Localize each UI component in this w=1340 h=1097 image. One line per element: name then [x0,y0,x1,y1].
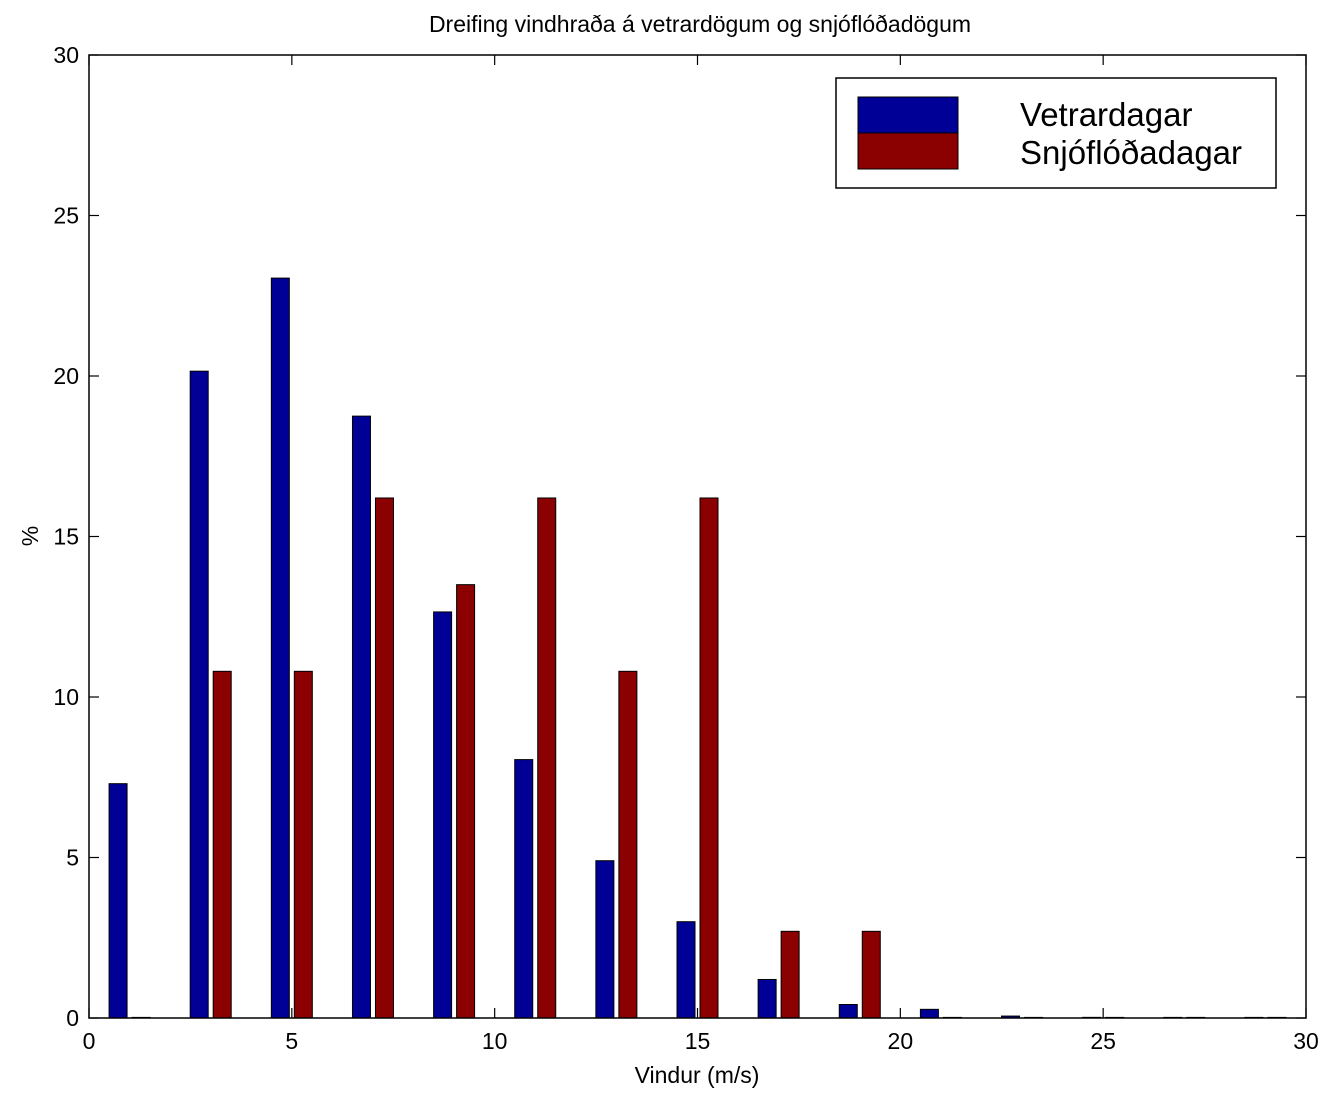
bar-vetrardagar-21 [919,1008,939,1019]
ticks-layer: 0 5 10 15 20 25 30 0 5 10 15 20 25 30 [53,42,1318,1054]
bar-snjoflodadagar-17 [780,930,800,1019]
bar-snjoflodadagar-19 [861,930,881,1019]
x-tick-label: 25 [1090,1028,1116,1054]
bar-snjoflodadagar-3 [212,670,232,1019]
bar-snjoflodadagar-7 [374,497,394,1019]
bar-vetrardagar-3 [189,370,209,1019]
bar-snjoflodadagar-11 [537,497,557,1019]
x-tick-label: 30 [1293,1028,1319,1054]
bar-vetrardagar-11 [514,759,534,1019]
y-tick-label: 25 [53,203,79,229]
y-tick-label: 15 [53,524,79,550]
bar-vetrardagar-1 [108,783,128,1019]
bar-vetrardagar-9 [433,611,453,1019]
bar-vetrardagar-15 [676,921,696,1019]
bar-vetrardagar-5 [270,277,290,1019]
bar-snjoflodadagar-15 [699,497,719,1019]
bars-layer [108,277,1287,1019]
plot-frame [88,54,1307,1019]
legend-swatch-vetrardagar [857,96,959,134]
bar-vetrardagar-13 [595,860,615,1019]
y-tick-label: 0 [66,1005,79,1031]
y-tick-label: 20 [53,363,79,389]
x-tick-label: 0 [83,1028,96,1054]
legend-label-vetrardagar: Vetrardagar [1020,96,1192,133]
y-tick-label: 5 [66,845,79,871]
x-tick-label: 15 [685,1028,711,1054]
y-tick-label: 10 [53,684,79,710]
y-tick-label: 30 [53,42,79,68]
bar-snjoflodadagar-13 [618,670,638,1019]
bar-vetrardagar-17 [757,978,777,1019]
legend-label-snjofloadagar: Snjóflóðadagar [1020,134,1242,171]
x-tick-label: 10 [482,1028,508,1054]
bar-snjoflodadagar-9 [456,584,476,1019]
y-axis-label: % [17,526,43,546]
bar-vetrardagar-7 [351,415,371,1019]
legend: Vetrardagar Snjóflóðadagar [835,77,1277,189]
x-tick-label: 20 [888,1028,914,1054]
x-axis-label: Vindur (m/s) [635,1062,760,1088]
bar-snjoflodadagar-5 [293,670,313,1019]
chart-title: Dreifing vindhraða á vetrardögum og snjó… [429,11,971,37]
bar-vetrardagar-19 [838,1004,858,1019]
x-tick-label: 5 [285,1028,298,1054]
legend-swatch-snjofloadagar [857,132,959,170]
